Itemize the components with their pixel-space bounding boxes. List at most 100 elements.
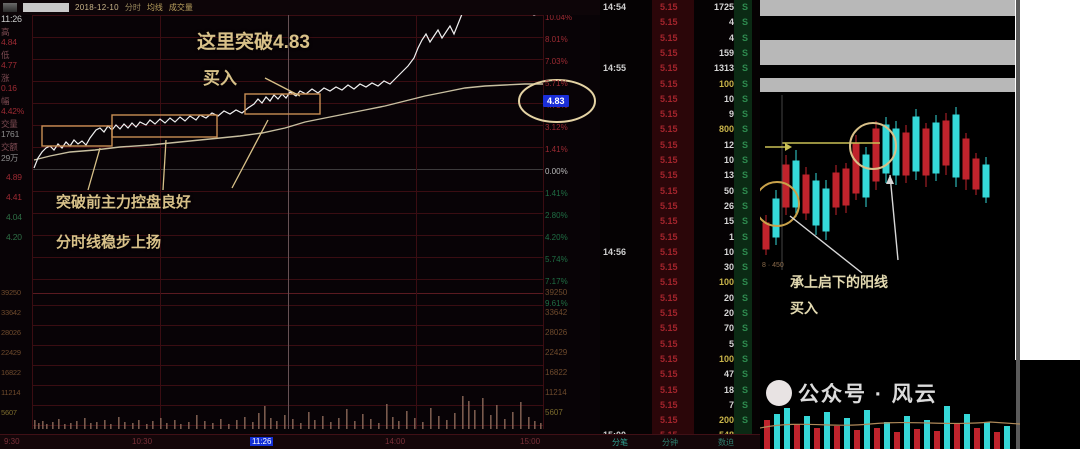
tick-row[interactable]: 14:56 5.15 10 S (600, 247, 760, 263)
tick-volume: 159 (718, 47, 734, 58)
tick-trade-list[interactable]: 14:54 5.15 1725 S 5.15 4 S 5.15 4 S 5.15 159 S 14:55 5… (600, 0, 760, 449)
tick-volume: 10 (723, 246, 734, 257)
tick-direction-flag: S (742, 124, 749, 135)
tick-row[interactable]: 5.15 15 S (600, 216, 760, 232)
tick-direction-flag: S (742, 78, 749, 89)
kline-toolbar-mid (760, 40, 1020, 65)
chart-tag-ma[interactable]: 均线 (146, 3, 163, 12)
tick-direction-flag: S (742, 185, 749, 196)
intraday-chart-panel[interactable]: 2018-12-10 分时 均线 成交量 11:26 11:26 高 4.84 … (0, 0, 600, 449)
tick-row[interactable]: 5.15 100 S (600, 354, 760, 370)
tick-row[interactable]: 5.15 10 S (600, 94, 760, 110)
tick-price: 5.15 (660, 32, 678, 43)
tick-row[interactable]: 5.15 7 S (600, 400, 760, 416)
tick-direction-flag: S (742, 93, 749, 104)
sidebar-vol-4: 16822 (1, 368, 21, 377)
pct-label-10: 4.20% (545, 233, 568, 242)
tick-volume: 4 (728, 17, 734, 28)
tick-row[interactable]: 5.15 70 S (600, 323, 760, 339)
pct-label-3: 5.71% (545, 79, 568, 88)
tick-row[interactable]: 5.15 26 S (600, 201, 760, 217)
vol-label-6: 5607 (545, 408, 563, 417)
kline-panel-divider (1016, 0, 1020, 449)
tick-direction-flag: S (742, 32, 749, 43)
tick-row[interactable]: 5.15 100 S (600, 277, 760, 293)
tick-volume: 50 (723, 185, 734, 196)
tick-tab-minutes[interactable]: 分钟 (662, 438, 678, 447)
tick-volume: 7 (728, 399, 734, 410)
sidebar-time: 11:26 (1, 14, 22, 24)
sidebar-vol-5: 11214 (1, 388, 21, 397)
annotation-bullish-candle: 承上启下的阳线 (790, 274, 888, 290)
chart-tag-intraday[interactable]: 分时 (124, 3, 141, 12)
sidebar-value-low: 4.77 (1, 60, 17, 70)
time-tick-1: 10:30 (132, 437, 153, 446)
tick-time: 14:55 (603, 63, 627, 74)
vol-label-5: 11214 (545, 388, 567, 397)
tick-row[interactable]: 5.15 4 S (600, 33, 760, 49)
tick-direction-flag: S (742, 292, 749, 303)
tick-volume: 10 (723, 93, 734, 104)
tick-volume: 12 (723, 139, 734, 150)
tick-row[interactable]: 5.15 18 S (600, 385, 760, 401)
tick-row[interactable]: 5.15 50 S (600, 186, 760, 202)
tick-row[interactable]: 5.15 13 S (600, 170, 760, 186)
tick-row[interactable]: 5.15 100 S (600, 79, 760, 95)
tick-direction-flag: S (742, 17, 749, 28)
tick-price: 5.15 (660, 415, 678, 426)
tick-row[interactable]: 5.15 159 S (600, 48, 760, 64)
tick-footer-tabs[interactable]: 分笔 分钟 数迫 (600, 434, 760, 449)
kline-chart-panel[interactable]: 承上启下的阳线 买入 8 · 450 (760, 0, 1080, 449)
tick-row[interactable]: 5.15 10 S (600, 155, 760, 171)
chart-grid (32, 15, 544, 429)
tick-direction-flag: S (742, 338, 749, 349)
tick-row[interactable]: 5.15 200 S (600, 415, 760, 431)
tick-direction-flag: S (742, 308, 749, 318)
tick-price: 5.15 (660, 47, 678, 58)
tick-volume: 26 (723, 200, 734, 211)
annotation-buy-kline: 买入 (790, 300, 818, 316)
time-tick-0: 9:30 (4, 437, 20, 446)
tick-row[interactable]: 5.15 9 S (600, 109, 760, 125)
tick-volume: 800 (718, 124, 734, 135)
window-icon (3, 3, 17, 12)
sidebar-vol-3: 22429 (1, 348, 21, 357)
tick-volume: 1 (728, 231, 734, 242)
tick-volume: 20 (723, 308, 734, 318)
tick-price: 5.15 (660, 155, 678, 165)
tick-tab-ticks[interactable]: 分笔 (612, 438, 628, 447)
tick-row[interactable]: 5.15 20 S (600, 293, 760, 309)
tick-row[interactable]: 5.15 4 S (600, 17, 760, 33)
tick-price: 5.15 (660, 353, 678, 364)
pct-label-11: 5.74% (545, 255, 568, 264)
vol-label-0: 39250 (545, 288, 568, 297)
tick-price: 5.15 (660, 109, 678, 120)
tick-volume: 18 (723, 384, 734, 395)
tick-row[interactable]: 5.15 20 S (600, 308, 760, 324)
chart-tag-volume[interactable]: 成交量 (168, 3, 193, 12)
tick-row[interactable]: 5.15 47 S (600, 369, 760, 385)
sidebar-label-amount: 交额 (1, 142, 18, 152)
wechat-icon (766, 380, 792, 406)
tick-direction-flag: S (742, 231, 749, 242)
kline-toolbar-low (760, 78, 1020, 92)
tick-price: 5.15 (660, 17, 678, 28)
chart-date: 2018-12-10 (75, 3, 119, 12)
tick-price: 5.15 (660, 170, 678, 181)
tick-direction-flag: S (742, 63, 749, 74)
tick-direction-flag: S (742, 353, 749, 364)
tick-row[interactable]: 5.15 12 S (600, 140, 760, 156)
tick-row[interactable]: 5.15 1 S (600, 232, 760, 248)
tick-row[interactable]: 5.15 800 S (600, 124, 760, 140)
tick-tab-more[interactable]: 数迫 (718, 438, 734, 447)
tick-row[interactable]: 14:55 5.15 1313 S (600, 63, 760, 79)
title-selection-block (23, 3, 69, 12)
tick-direction-flag: S (742, 415, 749, 426)
tick-row[interactable]: 5.15 5 S (600, 339, 760, 355)
tick-row[interactable]: 5.15 30 S (600, 262, 760, 278)
annotation-control: 突破前主力控盘良好 (56, 194, 192, 211)
tick-price: 5.15 (660, 185, 678, 196)
tick-price: 5.15 (660, 63, 678, 74)
tick-row[interactable]: 14:54 5.15 1725 S (600, 2, 760, 18)
tick-price: 5.15 (660, 308, 678, 318)
